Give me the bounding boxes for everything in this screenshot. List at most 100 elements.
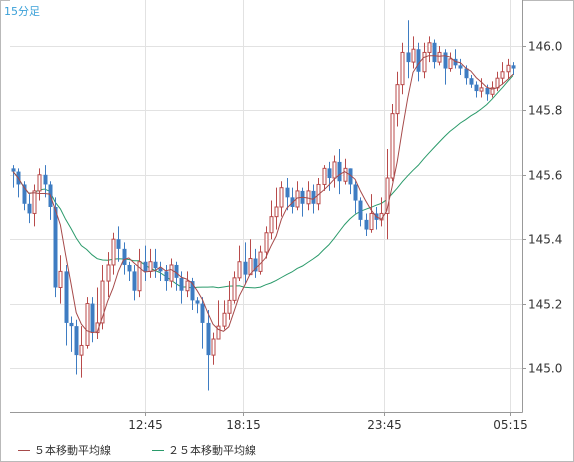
candle-body-up: [216, 325, 221, 340]
candle-body-up: [500, 71, 505, 79]
candle-body-down: [195, 300, 200, 304]
candle-body-down: [53, 207, 58, 288]
candle-body-down: [122, 248, 127, 265]
y-tick-label: 145.6: [528, 169, 562, 183]
candle-body-up: [385, 177, 390, 214]
candle-body-down: [464, 68, 469, 79]
candle-body-up: [58, 270, 63, 288]
candle-body-up: [322, 167, 327, 185]
candle-body-up: [222, 312, 227, 327]
candle-body-up: [422, 51, 427, 73]
candle-body-up: [448, 58, 453, 70]
candle-body-down: [311, 190, 316, 204]
legend-item-ma5: ５本移動平均線: [18, 442, 111, 458]
ma5-line: [12, 55, 514, 334]
candle-body-down: [43, 174, 48, 185]
candle-body-up: [390, 113, 395, 179]
candle-body-up: [369, 212, 374, 231]
candle-body-up: [306, 190, 311, 205]
candle-body-down: [116, 239, 121, 249]
candle-body-up: [137, 261, 142, 292]
legend: ５本移動平均線 ２５本移動平均線: [0, 438, 572, 460]
candle-body-down: [11, 168, 16, 172]
candle-body-up: [185, 280, 190, 292]
candle-body-up: [279, 187, 284, 208]
candle-body-up: [395, 84, 400, 115]
candle-body-down: [158, 268, 163, 272]
candle-body-up: [427, 42, 432, 53]
candle-body-down: [406, 52, 411, 63]
ma5-swatch: [18, 449, 30, 451]
candle-body-up: [248, 258, 253, 276]
y-tick-label: 145.8: [528, 104, 562, 118]
candle-body-down: [432, 42, 437, 63]
candle-body-down: [190, 281, 195, 301]
legend-item-ma25: ２５本移動平均線: [152, 442, 256, 458]
candle-body-down: [27, 203, 32, 214]
plot-area: [10, 0, 522, 412]
candle-body-up: [332, 161, 337, 179]
candle-body-up: [269, 216, 274, 234]
candle-body-down: [64, 271, 69, 323]
candle-body-up: [490, 87, 495, 95]
candle-body-down: [243, 261, 248, 275]
candle-body-up: [411, 48, 416, 63]
y-tick-label: 145.0: [528, 362, 562, 376]
x-tick-label: 18:15: [226, 418, 261, 432]
candle-body-up: [400, 51, 405, 86]
candle-body-up: [343, 167, 348, 182]
legend-label-ma25: ２５本移動平均線: [168, 444, 256, 457]
candle-body-up: [479, 87, 484, 92]
candle-body-down: [174, 264, 179, 278]
candle-body-up: [85, 303, 90, 346]
candle-body-up: [100, 280, 105, 324]
x-tick-label: 05:15: [493, 418, 528, 432]
candle-body-up: [37, 174, 42, 192]
candle-body-down: [200, 303, 205, 323]
ma25-line: [12, 75, 514, 289]
candle-body-up: [506, 64, 511, 73]
candle-body-down: [253, 258, 258, 272]
candle-body-down: [353, 184, 358, 201]
x-tick-label: 23:45: [367, 418, 402, 432]
candle-body-down: [132, 271, 137, 291]
y-tick-label: 145.2: [528, 298, 562, 312]
interval-label: 15分足: [4, 5, 40, 18]
candle-body-up: [227, 299, 232, 314]
candle-body-down: [164, 271, 169, 282]
candle-body-down: [443, 52, 448, 69]
candle-body-down: [179, 277, 184, 291]
candle-body-up: [106, 264, 111, 282]
candle-body-up: [169, 264, 174, 282]
ma5-series: [12, 55, 514, 334]
candle-body-up: [211, 338, 216, 356]
candle-body-down: [327, 168, 332, 179]
candle-body-up: [79, 344, 84, 356]
candle-body-up: [437, 51, 442, 63]
ma25-swatch: [152, 449, 164, 451]
candle-body-down: [485, 87, 490, 95]
candle-body-down: [458, 65, 463, 69]
candle-body-down: [511, 65, 516, 69]
candlestick-chart: 145.0 145.2 145.4 145.6 145.8 146.0 12:45 18:15…: [10, 0, 562, 432]
candle-body-up: [32, 190, 37, 214]
candle-body-down: [337, 161, 342, 182]
candle-body-down: [127, 264, 132, 272]
legend-label-ma5: ５本移動平均線: [34, 444, 111, 457]
candle-body-up: [111, 238, 116, 266]
candle-body-down: [206, 322, 211, 356]
candle-body-down: [153, 261, 158, 269]
axes: 145.0 145.2 145.4 145.6 145.8 146.0 12:45 18:15…: [10, 0, 562, 432]
candle-body-up: [274, 206, 279, 218]
candle-body-up: [232, 277, 237, 301]
grid: [10, 0, 522, 412]
candle-body-down: [348, 168, 353, 185]
candle-body-up: [148, 261, 153, 272]
candles: [11, 20, 516, 391]
candle-body-down: [69, 322, 74, 327]
candle-body-down: [22, 184, 27, 204]
candle-body-down: [285, 187, 290, 198]
candle-body-up: [237, 261, 242, 279]
y-tick-label: 146.0: [528, 40, 562, 54]
y-tick-label: 145.4: [528, 233, 562, 247]
